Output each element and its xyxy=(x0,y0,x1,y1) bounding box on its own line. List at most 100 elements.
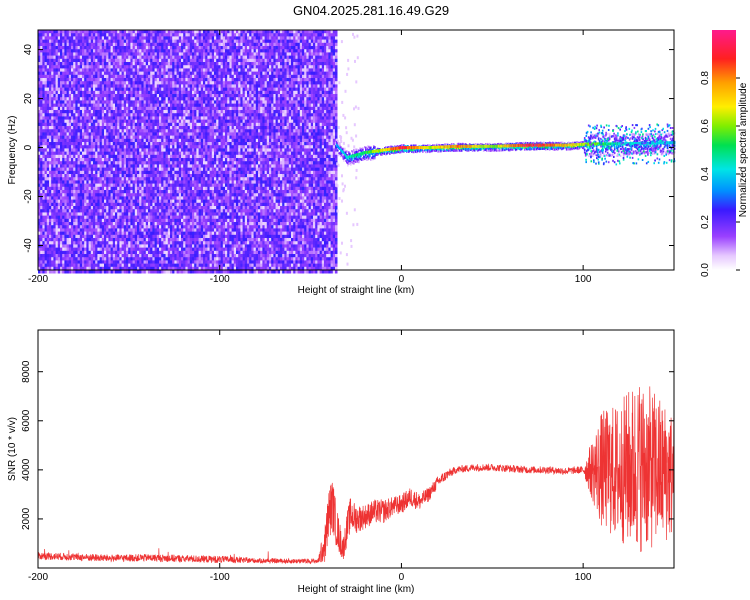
spectrogram-cell xyxy=(95,142,98,146)
spectrogram-cell xyxy=(141,164,144,168)
spectrogram-cell xyxy=(97,78,100,82)
spectrogram-cell xyxy=(66,122,70,127)
spectrogram-cell xyxy=(99,74,103,79)
spectrogram-cell xyxy=(134,167,138,172)
spectrogram-cell xyxy=(77,180,81,184)
spectrogram-cell xyxy=(119,110,122,114)
spectrogram-cell xyxy=(53,222,56,226)
spectrogram-cell xyxy=(143,97,147,101)
spectrogram-cell xyxy=(68,119,72,124)
spectrogram-cell xyxy=(55,113,59,117)
spectrogram-cell xyxy=(77,257,81,261)
spectrogram-cell xyxy=(84,218,87,223)
spectrogram-cell xyxy=(123,142,127,146)
spectrogram-cell xyxy=(178,106,182,111)
spectrogram-cell xyxy=(137,234,140,239)
spectrogram-cell xyxy=(84,186,87,191)
spectrogram-cell xyxy=(132,202,136,207)
spectrogram-cell xyxy=(137,119,140,124)
spectrogram-cell xyxy=(40,196,43,200)
spectrogram-cell xyxy=(53,164,56,168)
spectrogram-cell xyxy=(44,151,48,156)
spectrogram-cell xyxy=(57,170,61,175)
spectrogram-cell xyxy=(161,209,164,213)
spectrogram-cell xyxy=(130,100,133,104)
spectrogram-cell xyxy=(170,158,173,162)
spectrogram-cell xyxy=(44,42,48,47)
spectrogram-cell xyxy=(141,244,144,248)
spectrogram-cell xyxy=(161,212,164,216)
spectrogram-cell xyxy=(82,199,85,204)
spectrogram-cell xyxy=(174,39,177,44)
spectrogram-cell xyxy=(64,49,67,53)
spectrogram-cell xyxy=(154,71,158,76)
spectrogram-cell xyxy=(44,206,48,210)
spectrogram-cell xyxy=(68,129,72,133)
spectrogram-cell xyxy=(40,49,43,53)
spectrogram-cell xyxy=(128,254,131,258)
spectrogram-cell xyxy=(145,193,149,197)
spectrogram-cell xyxy=(134,126,138,130)
spectrogram-cell xyxy=(156,167,160,172)
spectrogram-cell xyxy=(174,142,177,146)
spectrogram-cell xyxy=(143,71,147,76)
spectrogram-cell xyxy=(167,218,171,223)
spectrogram-cell xyxy=(57,132,61,136)
spectrogram-cell xyxy=(159,231,162,236)
spectrogram-cell xyxy=(123,167,127,172)
spectrogram-cell xyxy=(165,266,169,271)
spectrogram-cell xyxy=(156,260,160,264)
spectrogram-cell xyxy=(176,193,180,197)
spectrogram-cell xyxy=(66,113,70,117)
spectrogram-cell xyxy=(38,231,41,236)
spectrogram-cell xyxy=(75,218,78,223)
spectrogram-cell xyxy=(90,71,94,76)
spectrogram-cell xyxy=(55,270,59,274)
spectrogram-cell xyxy=(178,228,182,232)
spectrogram-cell xyxy=(132,116,136,120)
spectrogram-cell xyxy=(71,247,74,252)
spectrogram-cell xyxy=(134,158,138,162)
spectrogram-cell xyxy=(64,65,67,69)
spectrogram-cell xyxy=(93,55,96,60)
spectrogram-cell xyxy=(176,202,180,207)
spectrogram-cell xyxy=(79,119,83,124)
spectrogram-cell xyxy=(49,55,52,60)
spectrogram-cell xyxy=(165,142,169,146)
spectrogram-cell xyxy=(53,260,56,264)
spectrogram-cell xyxy=(51,151,54,156)
spectrogram-cell xyxy=(150,190,153,194)
spectrogram-cell xyxy=(62,126,65,130)
spectrogram-cell xyxy=(121,151,125,156)
spectrogram-cell xyxy=(110,94,114,98)
spectrogram-cell xyxy=(90,199,94,204)
spectrogram-cell xyxy=(132,218,136,223)
spectrogram-cell xyxy=(99,270,103,274)
spectrogram-cell xyxy=(53,183,56,188)
spectrogram-cell xyxy=(64,218,67,223)
spectrogram-cell xyxy=(101,78,105,82)
spectrogram-cell xyxy=(174,183,177,188)
spectrogram-cell xyxy=(132,241,136,245)
spectrogram-cell xyxy=(172,183,175,188)
spectrogram-cell xyxy=(62,209,65,213)
spectrogram-cell xyxy=(119,151,122,156)
spectrogram-cell xyxy=(172,270,175,274)
spectrogram-cell xyxy=(40,71,43,76)
spectrogram-cell xyxy=(154,97,158,101)
spectrogram-cell xyxy=(126,254,129,258)
spectrogram-cell xyxy=(143,225,147,229)
spectrogram-cell xyxy=(55,212,59,216)
spectrogram-cell xyxy=(150,238,153,242)
spectrogram-cell xyxy=(93,58,96,63)
spectrogram-cell xyxy=(174,154,177,159)
spectrogram-cell xyxy=(170,135,173,140)
spectrogram-cell xyxy=(55,148,59,152)
spectrogram-cell xyxy=(57,244,61,248)
spectrogram-cell xyxy=(46,106,50,111)
spectrogram-cell xyxy=(119,196,122,200)
spectrogram-cell xyxy=(154,113,158,117)
spectrogram-cell xyxy=(99,138,103,143)
spectrogram-cell xyxy=(95,81,98,85)
spectrogram-cell xyxy=(108,202,111,207)
